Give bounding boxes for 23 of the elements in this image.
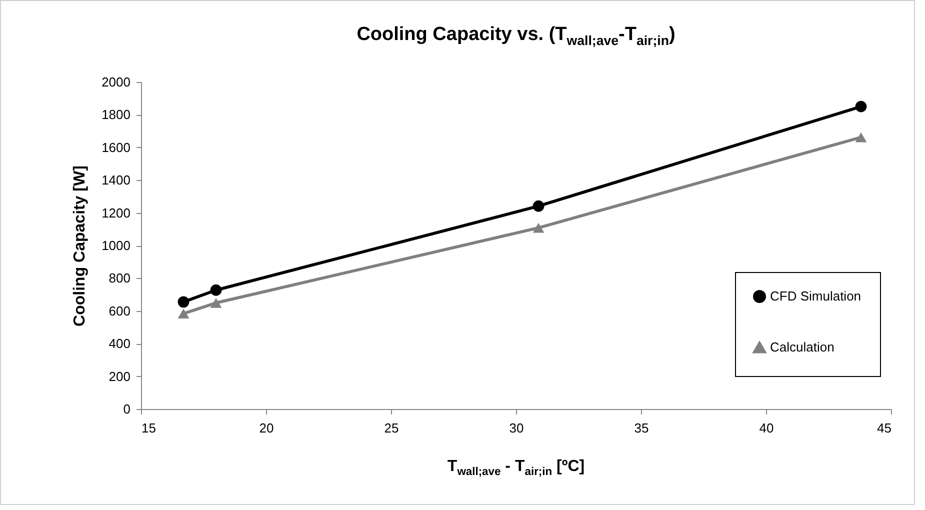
x-tick-label: 45 xyxy=(877,420,892,436)
x-tick-label: 25 xyxy=(384,420,399,436)
y-tick-label: 1600 xyxy=(102,140,130,155)
legend-label: Calculation xyxy=(770,340,834,354)
y-tick-label: 600 xyxy=(108,303,130,318)
y-tick-label: 800 xyxy=(108,270,130,286)
y-tick-label: 400 xyxy=(108,336,130,352)
legend-label: CFD Simulation xyxy=(770,288,862,304)
y-tick-label: 2000 xyxy=(102,74,130,90)
x-tick-label: 20 xyxy=(259,420,274,436)
y-tick-label: 1400 xyxy=(102,172,130,188)
y-tick-label: 0 xyxy=(123,402,130,416)
y-axis-title: Cooling Capacity [W] xyxy=(72,166,89,326)
chart-title: Cooling Capacity vs. (T$_{wall;ave}$-T$_{air;in}$) xyxy=(356,24,676,48)
y-tick-label: 200 xyxy=(108,368,130,384)
x-tick-label: 15 xyxy=(142,420,156,436)
x-tick-label: 35 xyxy=(634,420,649,436)
y-tick-label: 1000 xyxy=(102,238,130,253)
y-tick-label: 1800 xyxy=(102,107,130,122)
y-tick-label: 1200 xyxy=(102,205,130,220)
x-tick-label: 40 xyxy=(759,420,774,436)
x-axis-title: T$_{wall;ave}$ - T$_{air;in}$ [ºC] xyxy=(446,458,586,478)
x-tick-label: 30 xyxy=(509,420,524,436)
